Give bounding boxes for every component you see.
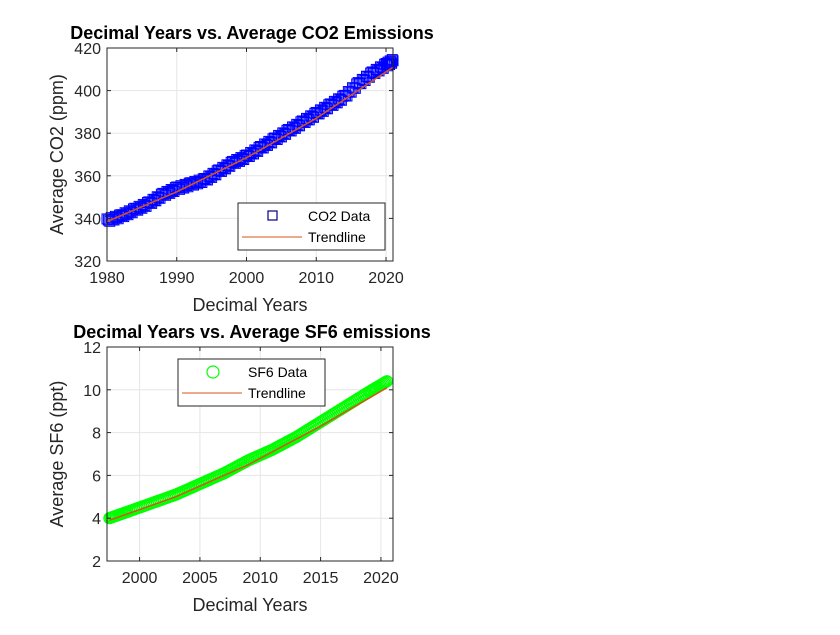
data-point xyxy=(352,77,364,89)
x-axis: 1980 1990 2000 2010 2020 xyxy=(89,48,404,287)
x-axis: 2000 2005 2010 2015 2020 xyxy=(122,347,399,587)
legend-marker xyxy=(206,365,220,379)
series-co2-data xyxy=(101,54,399,227)
data-point xyxy=(208,168,220,180)
data-point xyxy=(207,167,219,179)
y-tick-label: 12 xyxy=(83,340,101,357)
legend-entry-trendline: Trendline xyxy=(242,229,366,245)
y-tick-label: 360 xyxy=(74,169,101,186)
data-point xyxy=(385,56,397,68)
y-tick-label: 400 xyxy=(74,84,101,101)
legend-entry-sf6-data: SF6 Data xyxy=(206,364,307,380)
data-point xyxy=(360,70,372,82)
x-tick-label: 2020 xyxy=(363,570,399,587)
data-point xyxy=(238,154,250,166)
x-axis-label: Decimal Years xyxy=(192,595,307,615)
x-tick-label: 2000 xyxy=(229,270,265,287)
x-tick-label: 2015 xyxy=(303,570,339,587)
y-axis-label: Average CO2 (ppm) xyxy=(47,74,67,235)
legend-label: Trendline xyxy=(308,229,366,245)
chart-title: Decimal Years vs. Average SF6 emissions xyxy=(73,322,431,342)
data-point xyxy=(220,163,232,175)
legend-entry-co2-data: CO2 Data xyxy=(267,208,370,224)
data-point xyxy=(341,90,353,102)
legend-label: Trendline xyxy=(248,385,306,401)
legend-label: SF6 Data xyxy=(248,364,307,380)
y-axis: 320 340 360 380 400 420 xyxy=(74,41,393,271)
x-tick-label: 2010 xyxy=(242,570,278,587)
x-axis-label: Decimal Years xyxy=(192,295,307,315)
data-point xyxy=(378,376,391,389)
data-point xyxy=(379,375,392,389)
legend-entry-trendline: Trendline xyxy=(182,385,306,401)
series-trendline xyxy=(106,66,394,223)
data-point xyxy=(204,171,216,183)
x-tick-label: 2010 xyxy=(298,270,334,287)
data-point xyxy=(358,74,370,86)
data-point xyxy=(150,195,162,207)
data-point xyxy=(148,194,160,206)
x-tick-label: 1980 xyxy=(89,270,125,287)
legend: CO2 Data Trendline xyxy=(237,202,386,251)
y-tick-label: 6 xyxy=(92,468,101,485)
axes-box xyxy=(106,47,394,262)
data-point xyxy=(356,73,368,85)
x-tick-label: 2000 xyxy=(122,570,158,587)
data-point xyxy=(380,375,394,388)
x-tick-label: 1990 xyxy=(159,270,195,287)
x-tick-label: 2005 xyxy=(182,570,218,587)
trendline xyxy=(109,387,388,522)
data-point xyxy=(246,147,258,159)
y-tick-label: 340 xyxy=(74,211,101,228)
y-tick-label: 4 xyxy=(92,511,101,528)
legend-marker xyxy=(267,210,278,221)
legend-label: CO2 Data xyxy=(308,208,370,224)
y-axis: 2 4 6 8 10 12 xyxy=(83,340,393,571)
y-tick-label: 420 xyxy=(74,41,101,58)
data-point xyxy=(261,139,273,151)
legend-box xyxy=(237,202,386,251)
data-point xyxy=(250,145,262,157)
y-tick-label: 380 xyxy=(74,126,101,143)
y-axis-label: Average SF6 (ppt) xyxy=(47,381,67,528)
y-tick-label: 320 xyxy=(74,254,101,271)
data-point xyxy=(331,97,343,109)
data-point xyxy=(354,77,366,89)
axes-box xyxy=(106,346,394,562)
data-point xyxy=(302,113,314,125)
y-tick-label: 2 xyxy=(92,554,101,571)
y-tick-label: 10 xyxy=(83,383,101,400)
data-point xyxy=(306,111,318,123)
series-trendline xyxy=(109,387,388,522)
y-tick-label: 8 xyxy=(92,426,101,443)
data-point xyxy=(247,148,259,160)
data-point xyxy=(386,54,398,66)
data-point xyxy=(317,105,329,117)
legend: SF6 Data Trendline xyxy=(177,358,326,407)
data-point xyxy=(289,122,301,134)
x-tick-label: 2020 xyxy=(368,270,404,287)
data-point xyxy=(263,135,275,147)
data-point xyxy=(275,131,287,143)
data-point xyxy=(218,162,230,174)
chart-0: 1980 1990 2000 2010 2020320340360380400420De… xyxy=(47,23,434,315)
chart-title: Decimal Years vs. Average CO2 Emissions xyxy=(70,23,434,43)
legend-box xyxy=(177,358,326,407)
trendline xyxy=(106,66,394,223)
